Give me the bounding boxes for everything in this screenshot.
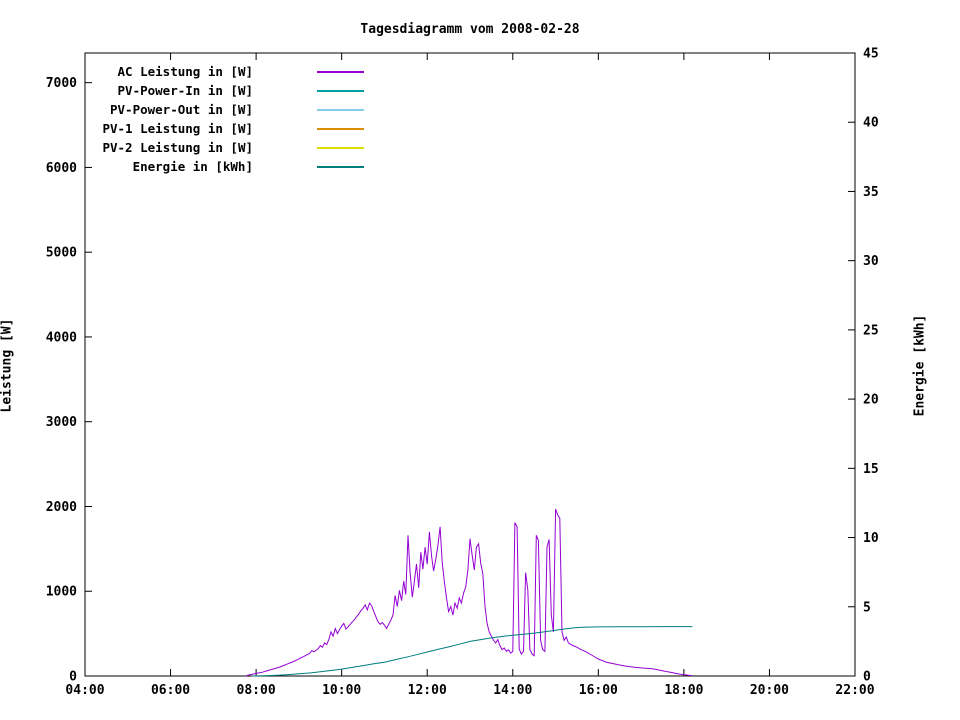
y-left-tick-label: 3000 bbox=[46, 415, 77, 430]
y-right-tick-label: 45 bbox=[863, 47, 879, 62]
legend-item: PV-2 Leistung in [W] bbox=[83, 138, 364, 157]
x-tick-label: 14:00 bbox=[493, 683, 532, 698]
y-right-tick-label: 10 bbox=[863, 531, 879, 546]
y-left-tick-label: 0 bbox=[69, 670, 77, 685]
chart-title: Tagesdiagramm vom 2008-02-28 bbox=[360, 22, 580, 37]
y-right-tick-label: 35 bbox=[863, 185, 879, 200]
y-right-tick-label: 0 bbox=[863, 670, 871, 685]
y-left-tick-label: 6000 bbox=[46, 161, 77, 176]
legend-label: PV-Power-Out in [W] bbox=[110, 102, 253, 117]
x-tick-label: 16:00 bbox=[579, 683, 618, 698]
legend-item: PV-1 Leistung in [W] bbox=[83, 119, 364, 138]
legend-swatch bbox=[317, 146, 364, 149]
y-right-tick-label: 20 bbox=[863, 393, 879, 408]
y-right-tick-label: 40 bbox=[863, 116, 879, 131]
y-left-tick-label: 7000 bbox=[46, 76, 77, 91]
legend-swatch bbox=[317, 89, 364, 92]
series-line bbox=[245, 508, 693, 677]
legend-item: AC Leistung in [W] bbox=[83, 62, 364, 81]
legend: AC Leistung in [W] PV-Power-In in [W] PV-P… bbox=[83, 62, 364, 176]
x-tick-label: 18:00 bbox=[664, 683, 703, 698]
x-tick-label: 06:00 bbox=[151, 683, 190, 698]
legend-label: Energie in [kWh] bbox=[132, 159, 253, 174]
legend-swatch bbox=[317, 127, 364, 130]
y-left-tick-label: 1000 bbox=[46, 585, 77, 600]
legend-swatch bbox=[317, 165, 364, 168]
x-tick-label: 08:00 bbox=[237, 683, 276, 698]
x-tick-label: 22:00 bbox=[835, 683, 874, 698]
legend-label: AC Leistung in [W] bbox=[117, 64, 253, 79]
legend-swatch bbox=[317, 70, 364, 73]
y-right-tick-label: 30 bbox=[863, 254, 879, 269]
legend-label: PV-2 Leistung in [W] bbox=[102, 140, 253, 155]
y-right-tick-label: 15 bbox=[863, 462, 879, 477]
y-right-tick-label: 25 bbox=[863, 323, 879, 338]
legend-label: PV-Power-In in [W] bbox=[117, 83, 253, 98]
legend-item: Energie in [kWh] bbox=[83, 157, 364, 176]
legend-item: PV-Power-In in [W] bbox=[83, 81, 364, 100]
x-tick-label: 12:00 bbox=[408, 683, 447, 698]
plot-border bbox=[84, 52, 856, 677]
series-line bbox=[251, 626, 693, 677]
y-left-tick-label: 5000 bbox=[46, 246, 77, 261]
x-tick-label: 20:00 bbox=[750, 683, 789, 698]
legend-item: PV-Power-Out in [W] bbox=[83, 100, 364, 119]
y-right-tick-label: 5 bbox=[863, 600, 871, 615]
x-tick-label: 10:00 bbox=[322, 683, 361, 698]
legend-swatch bbox=[317, 108, 364, 111]
legend-label: PV-1 Leistung in [W] bbox=[102, 121, 253, 136]
y-left-tick-label: 4000 bbox=[46, 330, 77, 345]
x-tick-label: 04:00 bbox=[65, 683, 104, 698]
y-left-tick-label: 2000 bbox=[46, 500, 77, 515]
